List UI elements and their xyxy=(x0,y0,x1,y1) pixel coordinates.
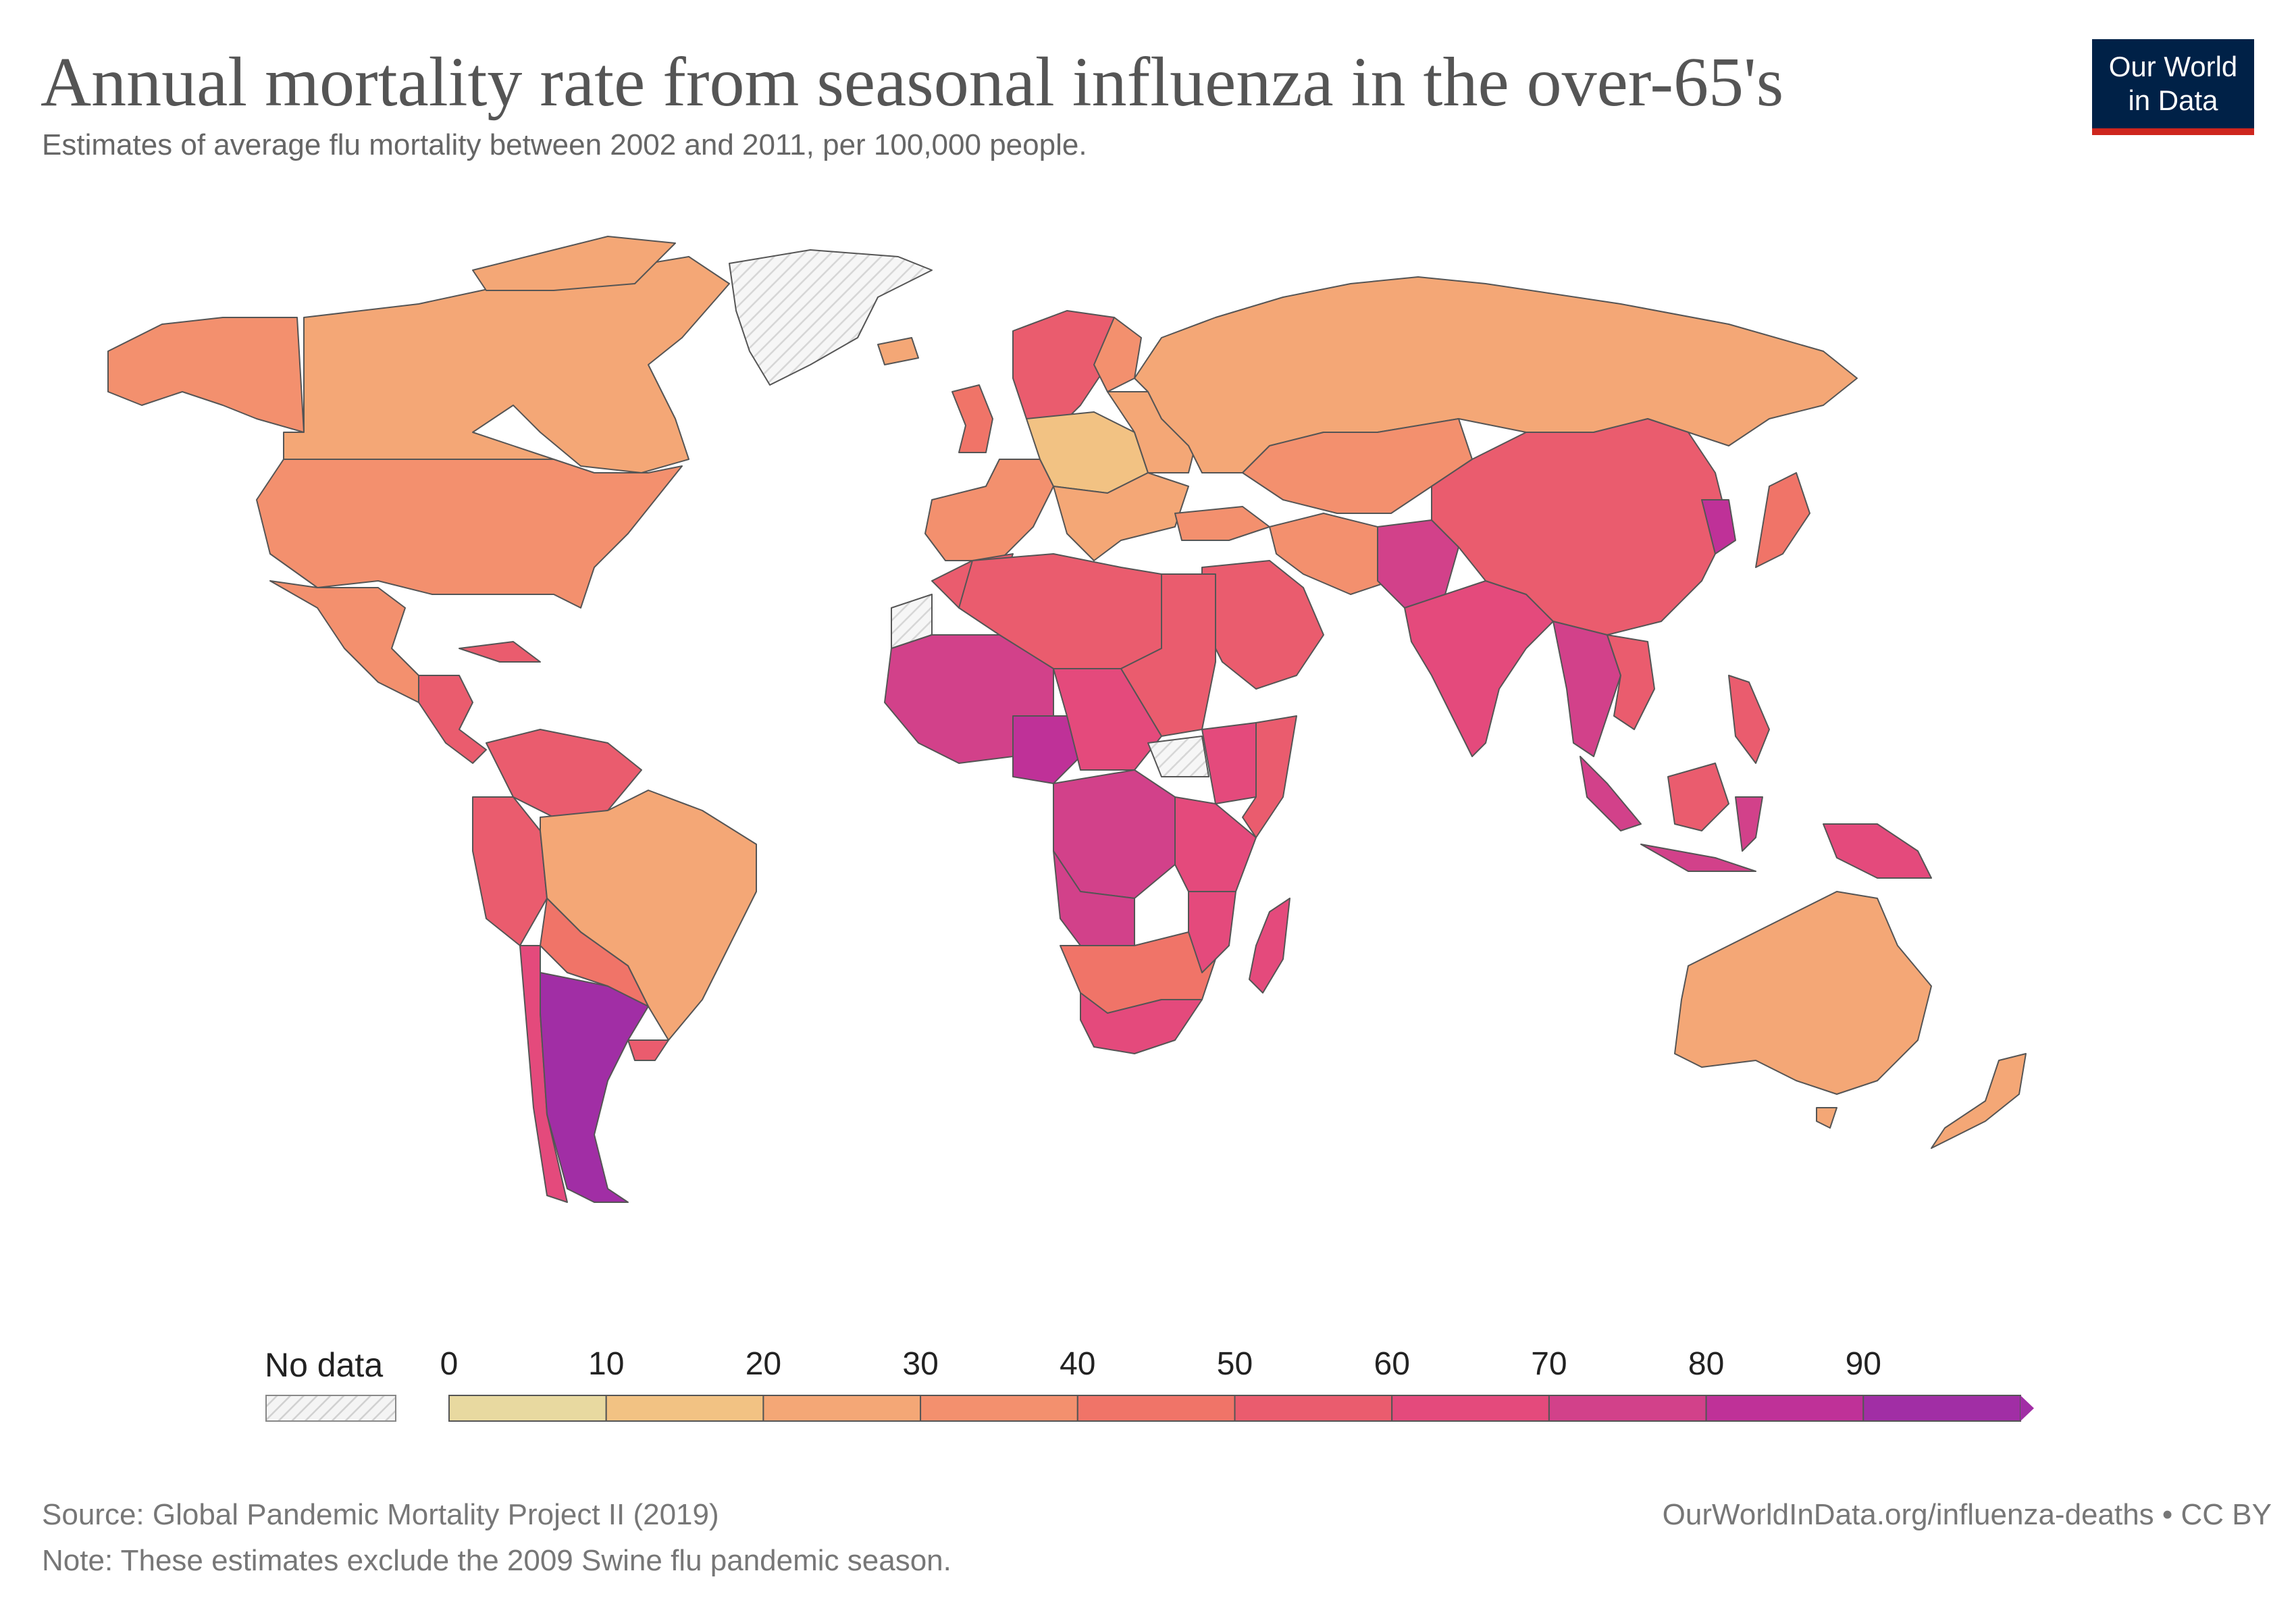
legend-bin-6 xyxy=(1391,1395,1550,1422)
legend-tick-label: 60 xyxy=(1374,1346,1410,1382)
region-somaliland[interactable] xyxy=(1147,736,1209,777)
chart-subtitle: Estimates of average flu mortality betwe… xyxy=(42,128,1087,161)
legend-bin-8 xyxy=(1705,1395,1864,1422)
region-iceland[interactable] xyxy=(877,337,919,365)
region-uruguay[interactable] xyxy=(627,1039,669,1061)
region-australia[interactable] xyxy=(1674,891,1932,1095)
region-japan[interactable] xyxy=(1755,472,1810,568)
region-nigeria[interactable] xyxy=(1012,715,1081,784)
legend-tick-label: 0 xyxy=(440,1346,459,1382)
region-france-spain[interactable] xyxy=(924,459,1054,561)
legend-bin-9 xyxy=(1862,1395,2022,1422)
legend-tick-label: 30 xyxy=(902,1346,939,1382)
logo-line-2: in Data xyxy=(2128,84,2218,116)
region-canada-islands[interactable] xyxy=(472,236,676,291)
region-central-america[interactable] xyxy=(418,675,487,764)
region-java[interactable] xyxy=(1640,844,1756,872)
region-finland[interactable] xyxy=(1093,317,1142,392)
owid-logo[interactable]: Our World in Data xyxy=(2092,39,2254,135)
region-south-africa[interactable] xyxy=(1080,992,1203,1054)
region-russia[interactable] xyxy=(1134,276,1858,473)
region-balkans-italy[interactable] xyxy=(1053,472,1189,561)
legend-tick-label: 20 xyxy=(745,1346,782,1382)
legend-bin-2 xyxy=(762,1395,922,1422)
logo-line-1: Our World xyxy=(2108,51,2238,82)
legend-tick-label: 80 xyxy=(1688,1346,1725,1382)
legend-bin-5 xyxy=(1234,1395,1393,1422)
region-argentina[interactable] xyxy=(540,972,649,1203)
region-korea[interactable] xyxy=(1701,499,1736,555)
legend-bin-7 xyxy=(1548,1395,1707,1422)
legend-tick-label: 50 xyxy=(1216,1346,1253,1382)
region-east-africa[interactable] xyxy=(1174,796,1257,892)
region-egypt-sudan[interactable] xyxy=(1120,573,1216,737)
region-peru[interactable] xyxy=(472,796,548,946)
region-turkey[interactable] xyxy=(1174,506,1270,541)
legend-bin-1 xyxy=(605,1395,764,1422)
region-sulawesi[interactable] xyxy=(1735,796,1763,852)
region-new-guinea[interactable] xyxy=(1823,823,1932,879)
legend-arrow xyxy=(2020,1395,2034,1421)
legend-no-data-swatch xyxy=(265,1395,396,1422)
region-cuba[interactable] xyxy=(459,641,541,663)
legend-bin-4 xyxy=(1076,1395,1236,1422)
region-borneo[interactable] xyxy=(1667,763,1729,831)
legend-tick-label: 10 xyxy=(588,1346,625,1382)
region-india[interactable] xyxy=(1404,580,1554,757)
credit-link[interactable]: OurWorldInData.org/influenza-deaths • CC… xyxy=(1662,1498,2272,1531)
region-saudi-arabia[interactable] xyxy=(1201,560,1324,690)
legend-no-data-label: No data xyxy=(265,1346,384,1384)
region-sumatra[interactable] xyxy=(1580,756,1642,831)
chart-title: Annual mortality rate from seasonal infl… xyxy=(41,43,1784,121)
region-tasmania[interactable] xyxy=(1816,1107,1837,1129)
legend-tick-label: 70 xyxy=(1531,1346,1567,1382)
region-scandinavia[interactable] xyxy=(1012,310,1115,433)
region-philippines[interactable] xyxy=(1728,675,1770,764)
region-mozambique[interactable] xyxy=(1188,891,1236,973)
legend-bin-3 xyxy=(920,1395,1078,1422)
region-alaska[interactable] xyxy=(107,317,305,433)
legend-tick-label: 40 xyxy=(1060,1346,1096,1382)
region-iran[interactable] xyxy=(1269,513,1392,595)
footnote: Note: These estimates exclude the 2009 S… xyxy=(42,1544,951,1577)
region-new-zealand[interactable] xyxy=(1931,1053,2027,1149)
region-china[interactable] xyxy=(1431,418,1729,636)
source-note: Source: Global Pandemic Mortality Projec… xyxy=(42,1498,719,1531)
legend-tick-label: 90 xyxy=(1845,1346,1881,1382)
legend-color-bar xyxy=(265,1395,2034,1422)
region-colombia-venezuela[interactable] xyxy=(486,729,642,818)
region-usa[interactable] xyxy=(256,459,683,609)
world-map xyxy=(107,236,2027,1203)
region-vietnam[interactable] xyxy=(1607,634,1655,730)
legend-bin-0 xyxy=(448,1395,607,1422)
region-greenland[interactable] xyxy=(729,249,933,386)
region-uk[interactable] xyxy=(951,384,993,453)
region-madagascar[interactable] xyxy=(1249,898,1290,994)
